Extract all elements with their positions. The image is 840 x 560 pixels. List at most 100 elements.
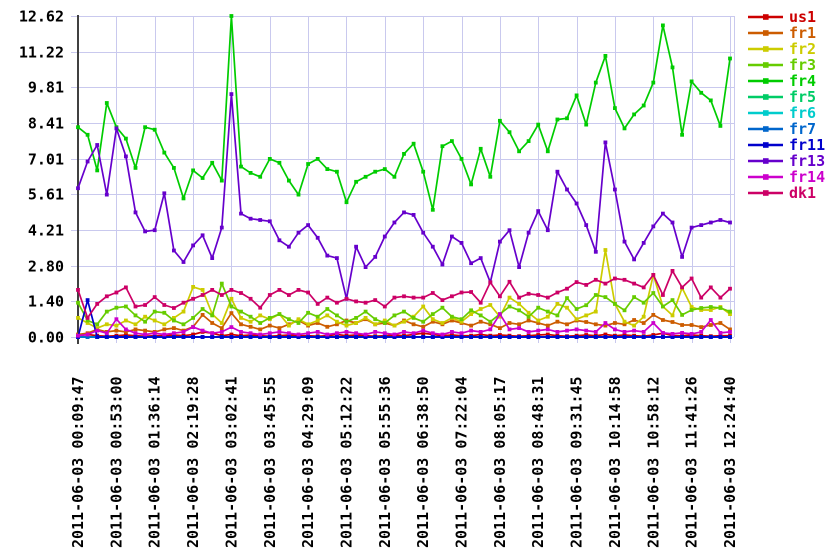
data-point-marker (267, 219, 272, 224)
data-point-marker (517, 302, 521, 306)
data-point-marker (315, 302, 320, 306)
data-point-marker (344, 319, 349, 324)
data-point-marker (76, 333, 80, 338)
data-point-marker (172, 166, 176, 170)
data-point-marker (124, 330, 128, 334)
data-point-marker (440, 321, 445, 325)
data-point-marker (325, 253, 330, 258)
data-point-marker (459, 331, 464, 336)
data-point-marker (382, 167, 387, 171)
data-point-marker (392, 295, 397, 300)
data-point-marker (430, 335, 435, 339)
data-point-marker (641, 314, 646, 319)
data-point-marker (287, 293, 291, 297)
x-tick-label: 2011-06-03 06:38:50 (414, 376, 432, 548)
data-point-marker (498, 335, 502, 339)
data-point-marker (593, 293, 598, 297)
data-point-marker (632, 328, 636, 333)
data-point-marker (85, 318, 90, 323)
data-point-marker (363, 174, 368, 179)
data-point-marker (411, 213, 416, 217)
data-point-marker (402, 319, 406, 324)
data-point-marker (689, 225, 694, 230)
data-point-marker (95, 168, 100, 173)
series-fr13 (76, 92, 732, 301)
data-point-marker (344, 335, 349, 339)
data-point-marker (661, 211, 665, 216)
data-point-marker (632, 318, 636, 322)
data-point-marker (593, 322, 598, 327)
data-point-marker (229, 325, 234, 329)
x-tick-label: 2011-06-03 05:55:36 (376, 376, 394, 548)
data-point-marker (450, 234, 454, 239)
data-point-marker (277, 326, 282, 330)
data-point-marker (670, 335, 675, 339)
data-point-marker (699, 335, 704, 339)
data-point-marker (133, 331, 138, 336)
data-point-marker (651, 333, 656, 337)
series-dk1 (76, 269, 732, 320)
legend-marker (763, 126, 769, 132)
data-point-marker (565, 286, 569, 291)
data-point-marker (104, 101, 109, 105)
data-point-marker (335, 313, 339, 318)
data-point-marker (593, 330, 598, 334)
data-point-marker (181, 322, 186, 327)
data-point-marker (402, 294, 406, 299)
data-point-marker (545, 309, 550, 314)
data-point-marker (488, 335, 493, 339)
data-point-marker (411, 335, 416, 339)
data-point-marker (267, 157, 272, 161)
data-point-marker (162, 332, 167, 337)
data-point-marker (287, 323, 291, 328)
data-point-marker (680, 323, 684, 327)
legend-marker (763, 62, 769, 68)
data-point-marker (354, 321, 358, 325)
data-point-marker (469, 290, 473, 294)
data-point-marker (248, 314, 253, 319)
data-point-marker (603, 335, 608, 339)
data-point-marker (603, 248, 608, 252)
data-point-marker (632, 323, 636, 328)
x-tick-label: 2011-06-03 08:05:17 (491, 376, 509, 548)
data-point-marker (325, 295, 330, 300)
x-tick-label: 2011-06-03 09:31:45 (568, 376, 586, 548)
data-point-marker (392, 335, 397, 339)
data-point-marker (661, 335, 665, 339)
data-point-marker (689, 323, 694, 327)
data-point-marker (143, 319, 147, 324)
data-point-marker (641, 300, 646, 305)
legend-marker (763, 94, 769, 100)
data-point-marker (421, 319, 426, 324)
data-point-marker (517, 326, 521, 330)
data-point-marker (335, 300, 339, 305)
data-point-marker (76, 288, 80, 292)
data-point-marker (584, 122, 589, 127)
data-point-marker (152, 335, 157, 339)
legend-label: fr3 (789, 56, 816, 74)
data-point-marker (229, 296, 234, 301)
data-point-marker (699, 306, 704, 310)
data-point-marker (478, 319, 483, 324)
data-point-marker (641, 103, 646, 108)
data-point-marker (545, 327, 550, 332)
data-point-marker (622, 335, 627, 339)
data-point-marker (498, 333, 502, 337)
data-point-marker (488, 322, 493, 327)
data-point-marker (191, 285, 195, 289)
data-point-marker (545, 295, 550, 300)
data-point-marker (718, 295, 723, 300)
data-point-marker (344, 330, 349, 334)
legend-marker (763, 110, 769, 116)
data-point-marker (622, 322, 627, 327)
data-point-marker (603, 295, 608, 299)
data-point-marker (411, 331, 416, 336)
data-point-marker (593, 309, 598, 314)
data-point-marker (430, 319, 435, 324)
data-point-marker (373, 298, 378, 302)
data-point-marker (325, 313, 330, 318)
data-point-marker (143, 328, 147, 333)
data-point-marker (613, 106, 617, 110)
data-point-marker (344, 296, 349, 301)
